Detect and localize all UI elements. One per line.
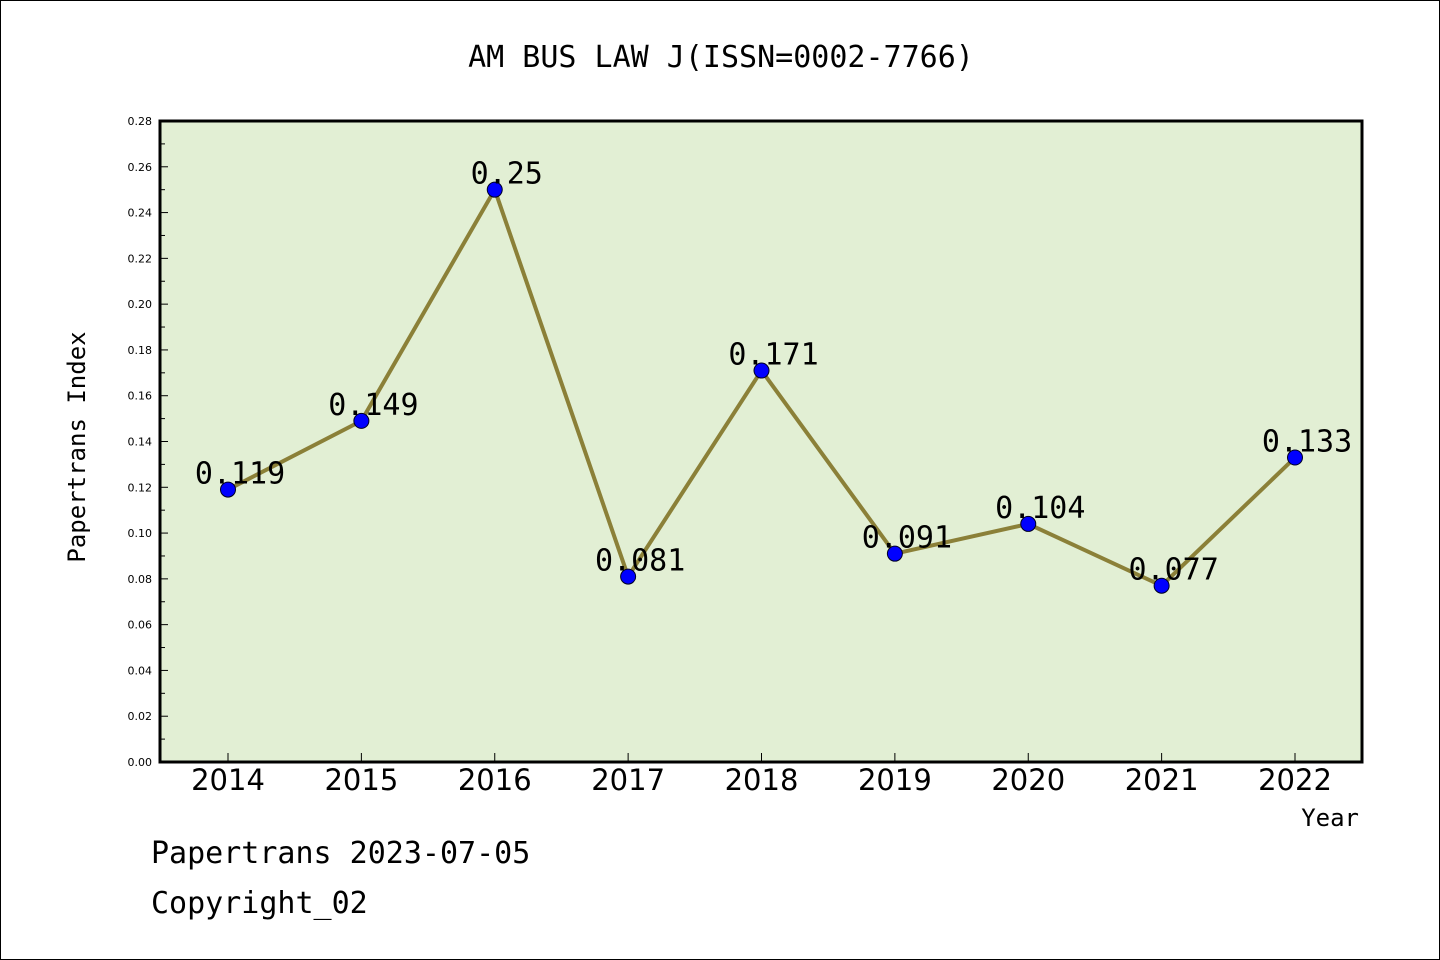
data-label: 0.171 [728,338,818,373]
x-tick-label: 2019 [858,763,932,797]
y-tick-label: 0.08 [128,573,153,586]
data-point [1153,577,1170,594]
x-axis-label: Year [1301,804,1359,832]
data-label: 0.119 [195,457,285,492]
y-tick-label: 0.14 [128,436,153,449]
x-tick-label: 2021 [1125,763,1199,797]
x-tick-label: 2014 [191,763,265,797]
data-point [220,481,236,498]
data-label: 0.133 [1262,425,1352,460]
footer-date: Papertrans 2023-07-05 [151,836,531,871]
x-tick-label: 2015 [324,763,398,797]
y-tick-label: 0.16 [128,390,153,403]
y-tick-label: 0.28 [128,115,153,128]
x-tick-label: 2016 [458,763,532,797]
y-tick-label: 0.24 [128,207,153,220]
y-tick-label: 0.22 [128,252,153,265]
data-point [486,181,503,198]
data-point [620,568,637,585]
data-label: 0.081 [595,544,685,579]
x-tick-label: 2022 [1258,763,1332,797]
plot-area [158,119,1364,764]
x-tick-label: 2020 [991,763,1065,797]
x-tick-label: 2018 [725,763,799,797]
data-label: 0.091 [862,521,952,556]
y-tick-label: 0.00 [128,756,153,769]
y-tick-label: 0.18 [128,344,153,357]
data-label: 0.104 [995,491,1085,526]
y-tick-label: 0.12 [128,481,153,494]
data-point [753,362,770,379]
data-label: 0.149 [328,388,418,423]
data-point [886,545,903,562]
chart-title: AM BUS LAW J(ISSN=0002-7766) [468,40,974,75]
y-axis: 0.00 0.02 0.04 0.06 0.08 0.10 0.12 0.14 0.16 0.18… [128,115,168,769]
data-label: 0.077 [1128,553,1218,588]
y-tick-label: 0.02 [128,710,153,723]
x-axis: 2014 2015 2016 2017 2018 2019 2020 2021 2022 [191,753,1332,797]
data-label: 0.25 [471,157,543,192]
y-tick-label: 0.10 [128,527,153,540]
y-tick-label: 0.20 [128,298,153,311]
footer-copyright: Copyright_02 [151,886,368,921]
data-point [1287,449,1303,466]
data-point [1020,515,1037,532]
data-markers [220,181,1303,594]
data-point [353,412,370,429]
y-tick-label: 0.26 [128,161,153,174]
y-tick-label: 0.06 [128,619,153,632]
y-tick-label: 0.04 [128,664,153,677]
x-tick-label: 2017 [591,763,665,797]
data-labels: 0.119 0.149 0.25 0.081 0.171 0.091 0.104 0.077 0… [195,157,1352,588]
y-axis-label: Papertrans Index [63,331,91,562]
